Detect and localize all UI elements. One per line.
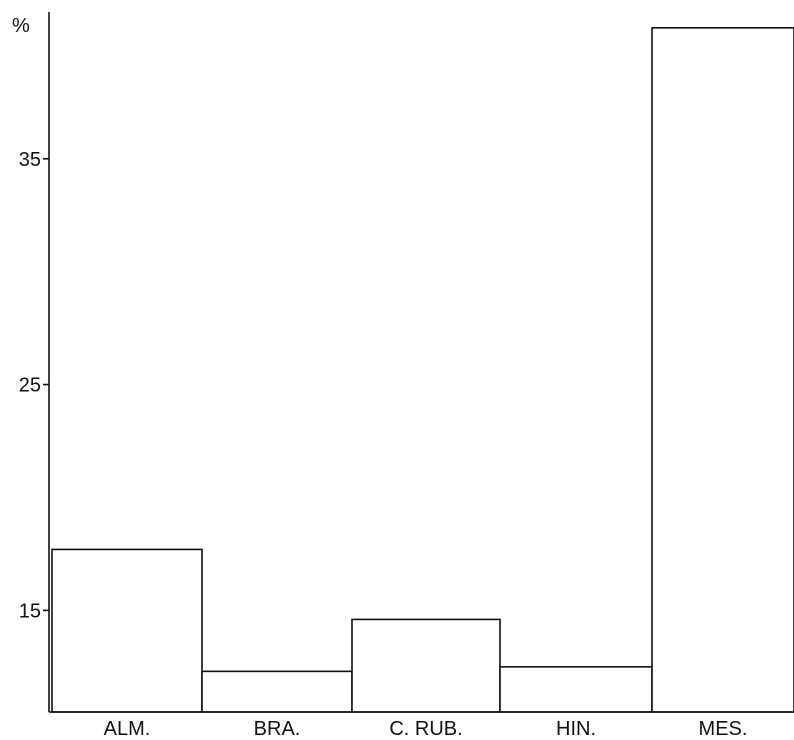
y-axis-label: % <box>12 15 30 37</box>
bar-mes <box>651 27 794 713</box>
y-tick-label-15: 15 <box>19 600 41 622</box>
y-ticks-group: 15 25 35 <box>19 149 49 622</box>
bars-group <box>51 27 794 713</box>
category-labels-group: ALM. BRA. C. RUB. HIN. MES. <box>104 718 748 740</box>
y-tick-label-35: 35 <box>19 149 41 171</box>
y-tick-label-25: 25 <box>19 375 41 397</box>
category-label-mes: MES. <box>699 718 748 740</box>
bar-bra <box>201 670 353 713</box>
bar-hin <box>499 666 653 713</box>
category-label-bra: BRA. <box>254 718 301 740</box>
bar-crub <box>351 618 501 713</box>
bar-alm <box>51 548 203 713</box>
category-label-crub: C. RUB. <box>389 718 462 740</box>
category-label-alm: ALM. <box>104 718 151 740</box>
category-label-hin: HIN. <box>556 718 596 740</box>
